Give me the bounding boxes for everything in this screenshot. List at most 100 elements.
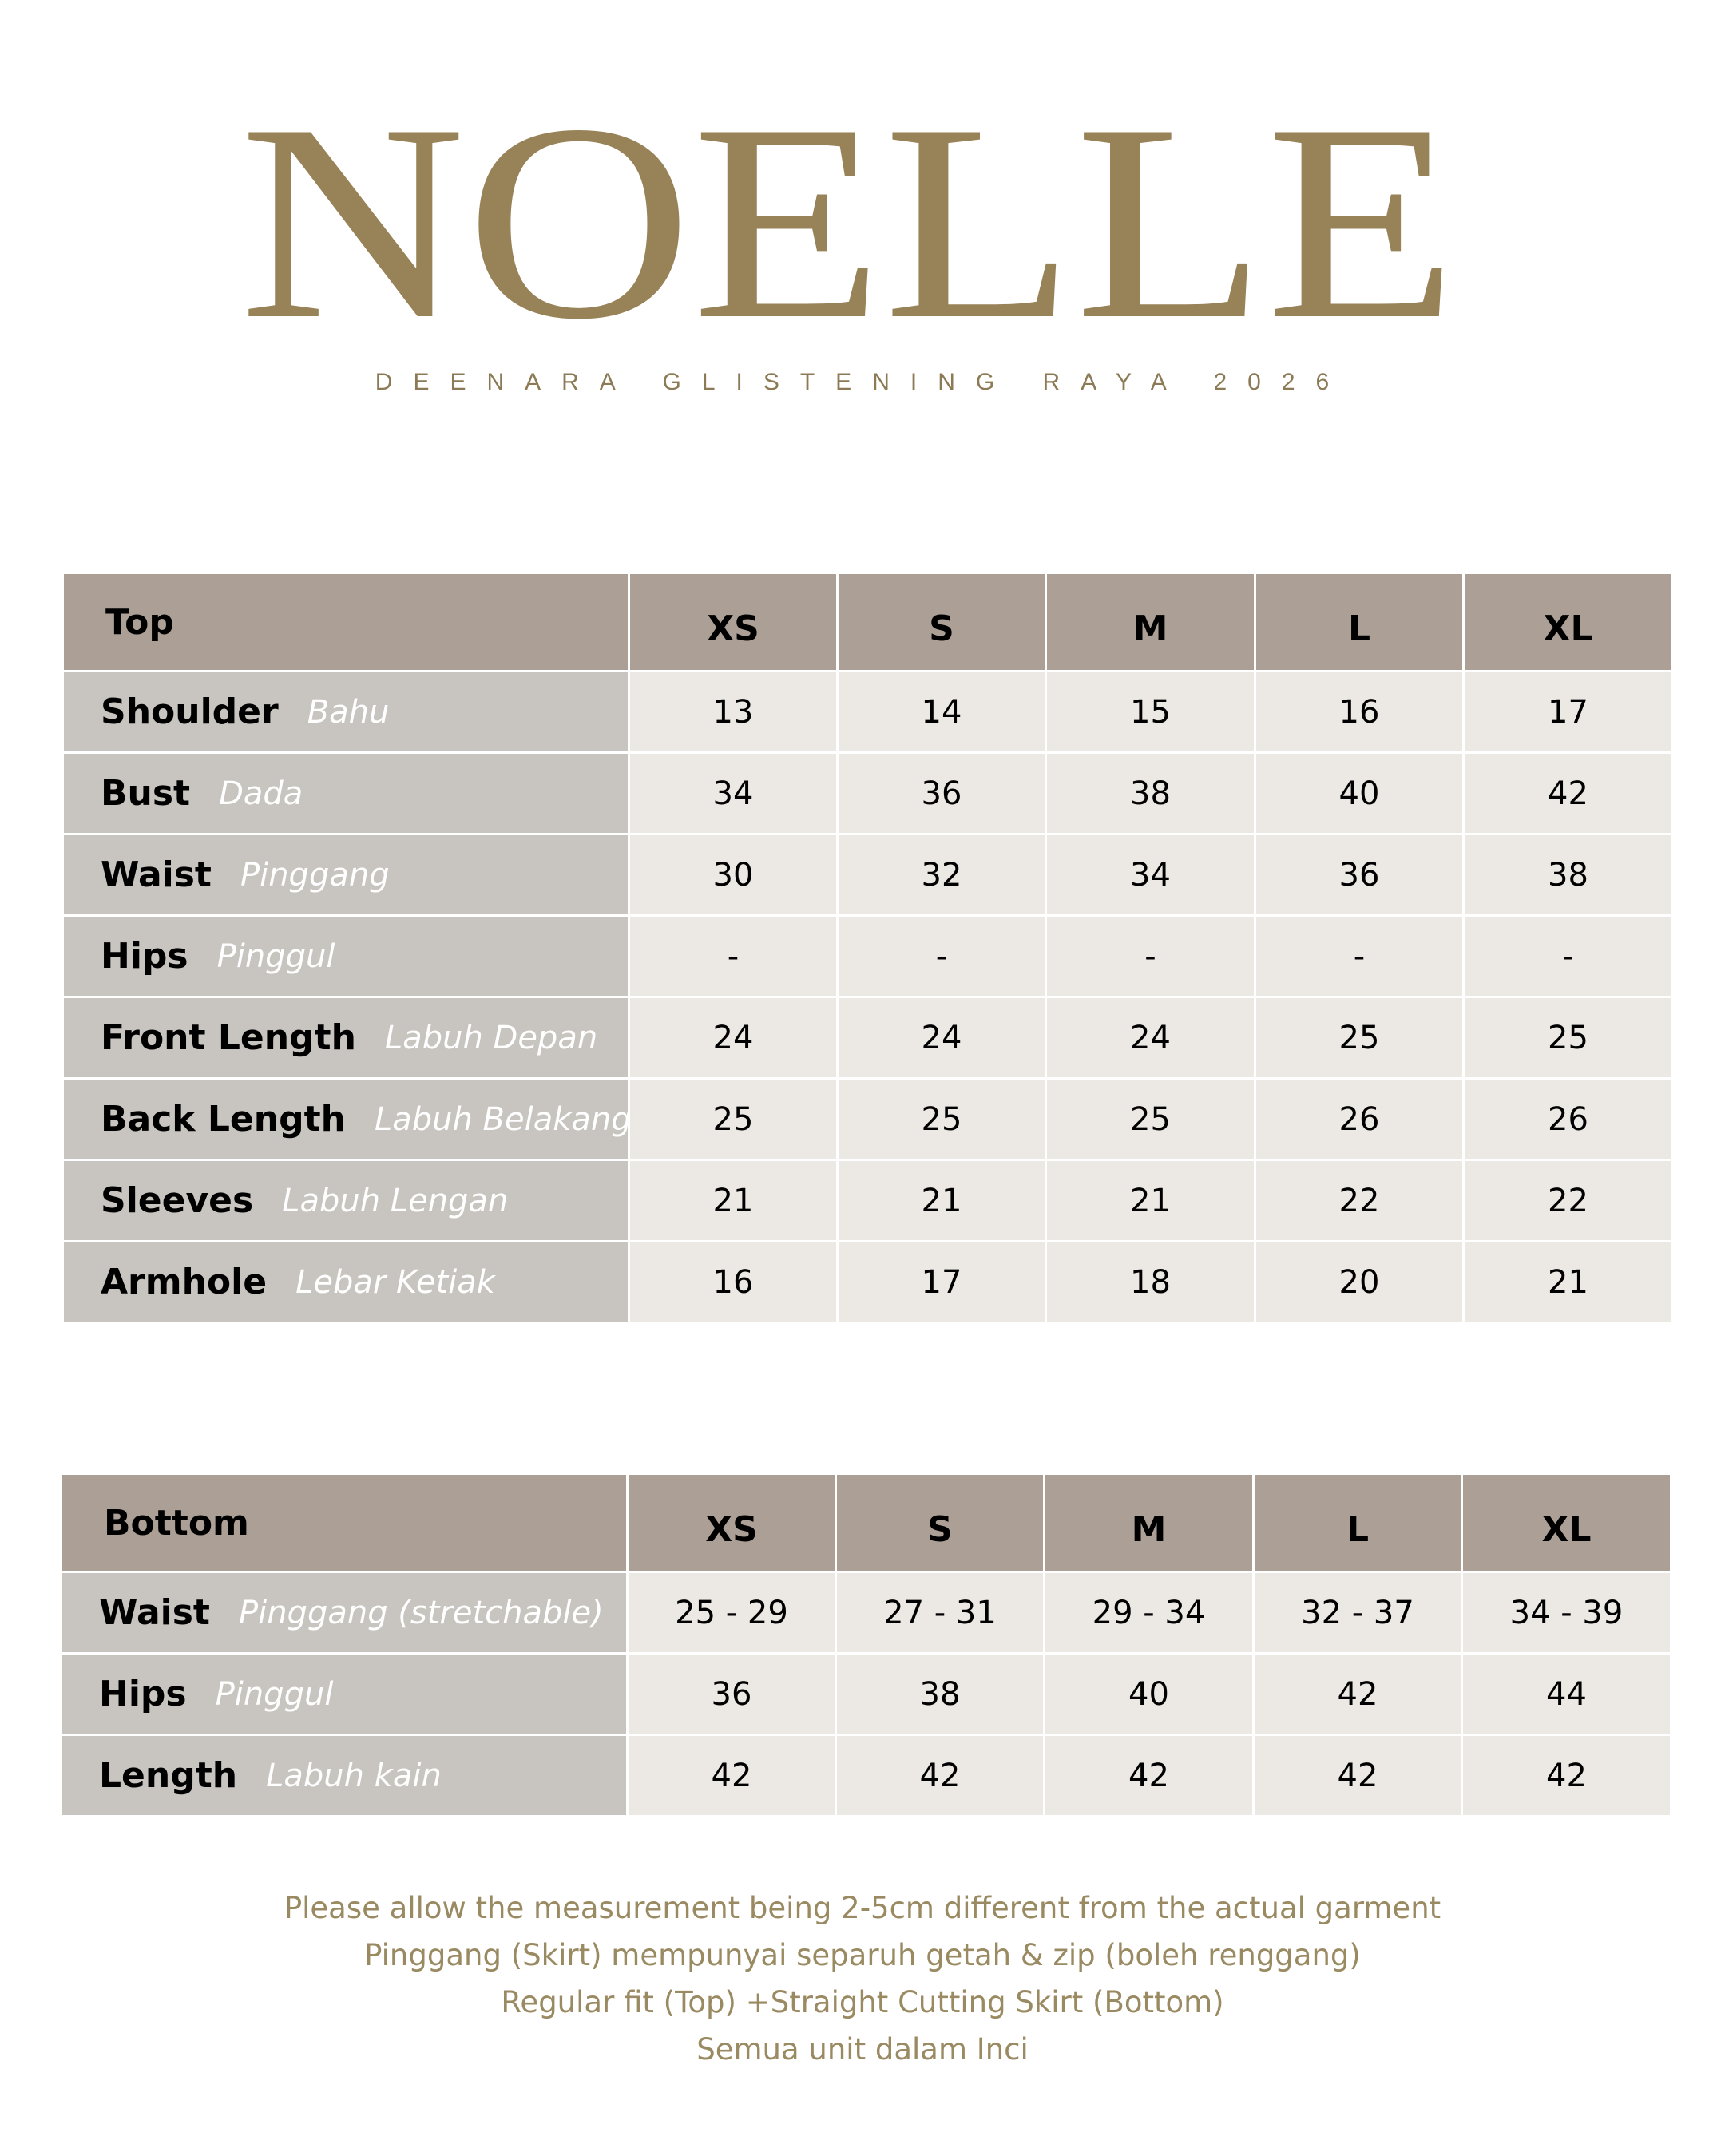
- measurement-value: -: [1465, 917, 1671, 996]
- measurement-name: Waist: [99, 1592, 210, 1633]
- measurement-value: 21: [839, 1161, 1045, 1240]
- measurement-value: 17: [1465, 672, 1671, 751]
- measurement-value: 34: [1047, 835, 1254, 914]
- measurement-name-malay: Pinggang (stretchable): [238, 1594, 604, 1631]
- measurement-value: 16: [630, 1242, 836, 1322]
- size-header: M: [1045, 1475, 1252, 1571]
- measurement-value: 25: [839, 1080, 1045, 1159]
- measurement-value: 24: [1047, 998, 1254, 1077]
- row-label: Front Length Labuh Depan: [64, 998, 628, 1077]
- measurement-value: 32: [839, 835, 1045, 914]
- measurement-value: 27 - 31: [837, 1573, 1043, 1652]
- measurement-value: 22: [1465, 1161, 1671, 1240]
- measurement-value: 21: [1047, 1161, 1254, 1240]
- size-header: M: [1047, 574, 1254, 670]
- measurement-value: 42: [1463, 1736, 1670, 1815]
- measurement-value: 42: [629, 1736, 835, 1815]
- measurement-value: 17: [839, 1242, 1045, 1322]
- measurement-value: 20: [1256, 1242, 1462, 1322]
- note-line: Semua unit dalam Inci: [696, 2032, 1029, 2067]
- measurement-value: 25 - 29: [629, 1573, 835, 1652]
- measurement-name-malay: Labuh kain: [266, 1757, 442, 1794]
- measurement-name-malay: Labuh Belakang: [374, 1100, 632, 1138]
- bottom-size-table: Bottom XS S M L XL Waist Pinggang (stretchable)…: [62, 1475, 1670, 1815]
- measurement-name: Front Length: [101, 1017, 356, 1058]
- row-label: Bust Dada: [64, 754, 628, 833]
- measurement-value: 42: [1465, 754, 1671, 833]
- size-header: S: [837, 1475, 1043, 1571]
- measurement-value: 26: [1465, 1080, 1671, 1159]
- row-label: Waist Pinggang (stretchable): [62, 1573, 626, 1652]
- measurement-name: Bust: [101, 773, 191, 814]
- measurement-value: 30: [630, 835, 836, 914]
- row-label: Armhole Lebar Ketiak: [64, 1242, 628, 1322]
- measurement-value: 22: [1256, 1161, 1462, 1240]
- measurement-value: 25: [1465, 998, 1671, 1077]
- measurement-value: 40: [1045, 1655, 1252, 1734]
- measurement-value: 34: [630, 754, 836, 833]
- measurement-name-malay: Bahu: [307, 693, 390, 731]
- row-label: Hips Pinggul: [62, 1655, 626, 1734]
- logo-text: NOELLE: [240, 120, 1457, 327]
- table-title: Bottom: [62, 1475, 626, 1571]
- measurement-value: 40: [1256, 754, 1462, 833]
- measurement-name-malay: Dada: [219, 775, 303, 812]
- measurement-value: 38: [837, 1655, 1043, 1734]
- measurement-value: 32 - 37: [1255, 1573, 1461, 1652]
- measurement-value: 18: [1047, 1242, 1254, 1322]
- measurement-value: 42: [1045, 1736, 1252, 1815]
- size-header: XL: [1465, 574, 1671, 670]
- measurement-name-malay: Labuh Depan: [384, 1019, 598, 1056]
- measurement-name-malay: Labuh Lengan: [282, 1182, 509, 1219]
- measurement-name-malay: Pinggul: [215, 1675, 334, 1713]
- measurement-name: Waist: [101, 854, 212, 895]
- measurement-value: 24: [630, 998, 836, 1077]
- measurement-value: 36: [1256, 835, 1462, 914]
- size-header: L: [1256, 574, 1462, 670]
- row-label: Back Length Labuh Belakang: [64, 1080, 632, 1159]
- measurement-name: Hips: [99, 1674, 187, 1714]
- note-line: Please allow the measurement being 2-5cm…: [284, 1891, 1441, 1925]
- measurement-value: 38: [1047, 754, 1254, 833]
- measurement-value: -: [839, 917, 1045, 996]
- size-header: XS: [629, 1475, 835, 1571]
- measurement-value: 38: [1465, 835, 1671, 914]
- measurement-value: -: [630, 917, 836, 996]
- row-label: Length Labuh kain: [62, 1736, 626, 1815]
- measurement-value: 14: [839, 672, 1045, 751]
- measurement-value: 42: [1255, 1655, 1461, 1734]
- row-label: Shoulder Bahu: [64, 672, 628, 751]
- measurement-name-malay: Pinggul: [216, 937, 335, 975]
- measurement-value: 21: [1465, 1242, 1671, 1322]
- measurement-value: 42: [1255, 1736, 1461, 1815]
- measurement-value: 13: [630, 672, 836, 751]
- measurement-value: 25: [630, 1080, 836, 1159]
- measurement-value: 26: [1256, 1080, 1462, 1159]
- measurement-value: 21: [630, 1161, 836, 1240]
- size-header: XL: [1463, 1475, 1670, 1571]
- notes: Please allow the measurement being 2-5cm…: [0, 1885, 1725, 2073]
- brand-logo: NOELLE: [240, 120, 1457, 327]
- size-header: XS: [630, 574, 836, 670]
- measurement-value: 25: [1047, 1080, 1254, 1159]
- measurement-name: Armhole: [101, 1262, 268, 1302]
- measurement-name: Shoulder: [101, 692, 279, 732]
- size-header: L: [1255, 1475, 1461, 1571]
- measurement-name: Hips: [101, 936, 188, 977]
- measurement-value: 29 - 34: [1045, 1573, 1252, 1652]
- row-label: Hips Pinggul: [64, 917, 628, 996]
- measurement-value: 44: [1463, 1655, 1670, 1734]
- measurement-name: Back Length: [101, 1099, 346, 1139]
- measurement-value: 42: [837, 1736, 1043, 1815]
- note-line: Pinggang (Skirt) mempunyai separuh getah…: [364, 1938, 1361, 1972]
- measurement-value: -: [1256, 917, 1462, 996]
- row-label: Sleeves Labuh Lengan: [64, 1161, 628, 1240]
- measurement-name: Length: [99, 1755, 238, 1796]
- measurement-value: 36: [839, 754, 1045, 833]
- measurement-value: 16: [1256, 672, 1462, 751]
- measurement-value: 24: [839, 998, 1045, 1077]
- measurement-value: -: [1047, 917, 1254, 996]
- note-line: Regular fit (Top) +Straight Cutting Skir…: [501, 1985, 1224, 2019]
- top-size-table: Top XS S M L XL Shoulder Bahu 13 14 15 16 17 Bust Dada…: [64, 574, 1671, 1322]
- row-label: Waist Pinggang: [64, 835, 628, 914]
